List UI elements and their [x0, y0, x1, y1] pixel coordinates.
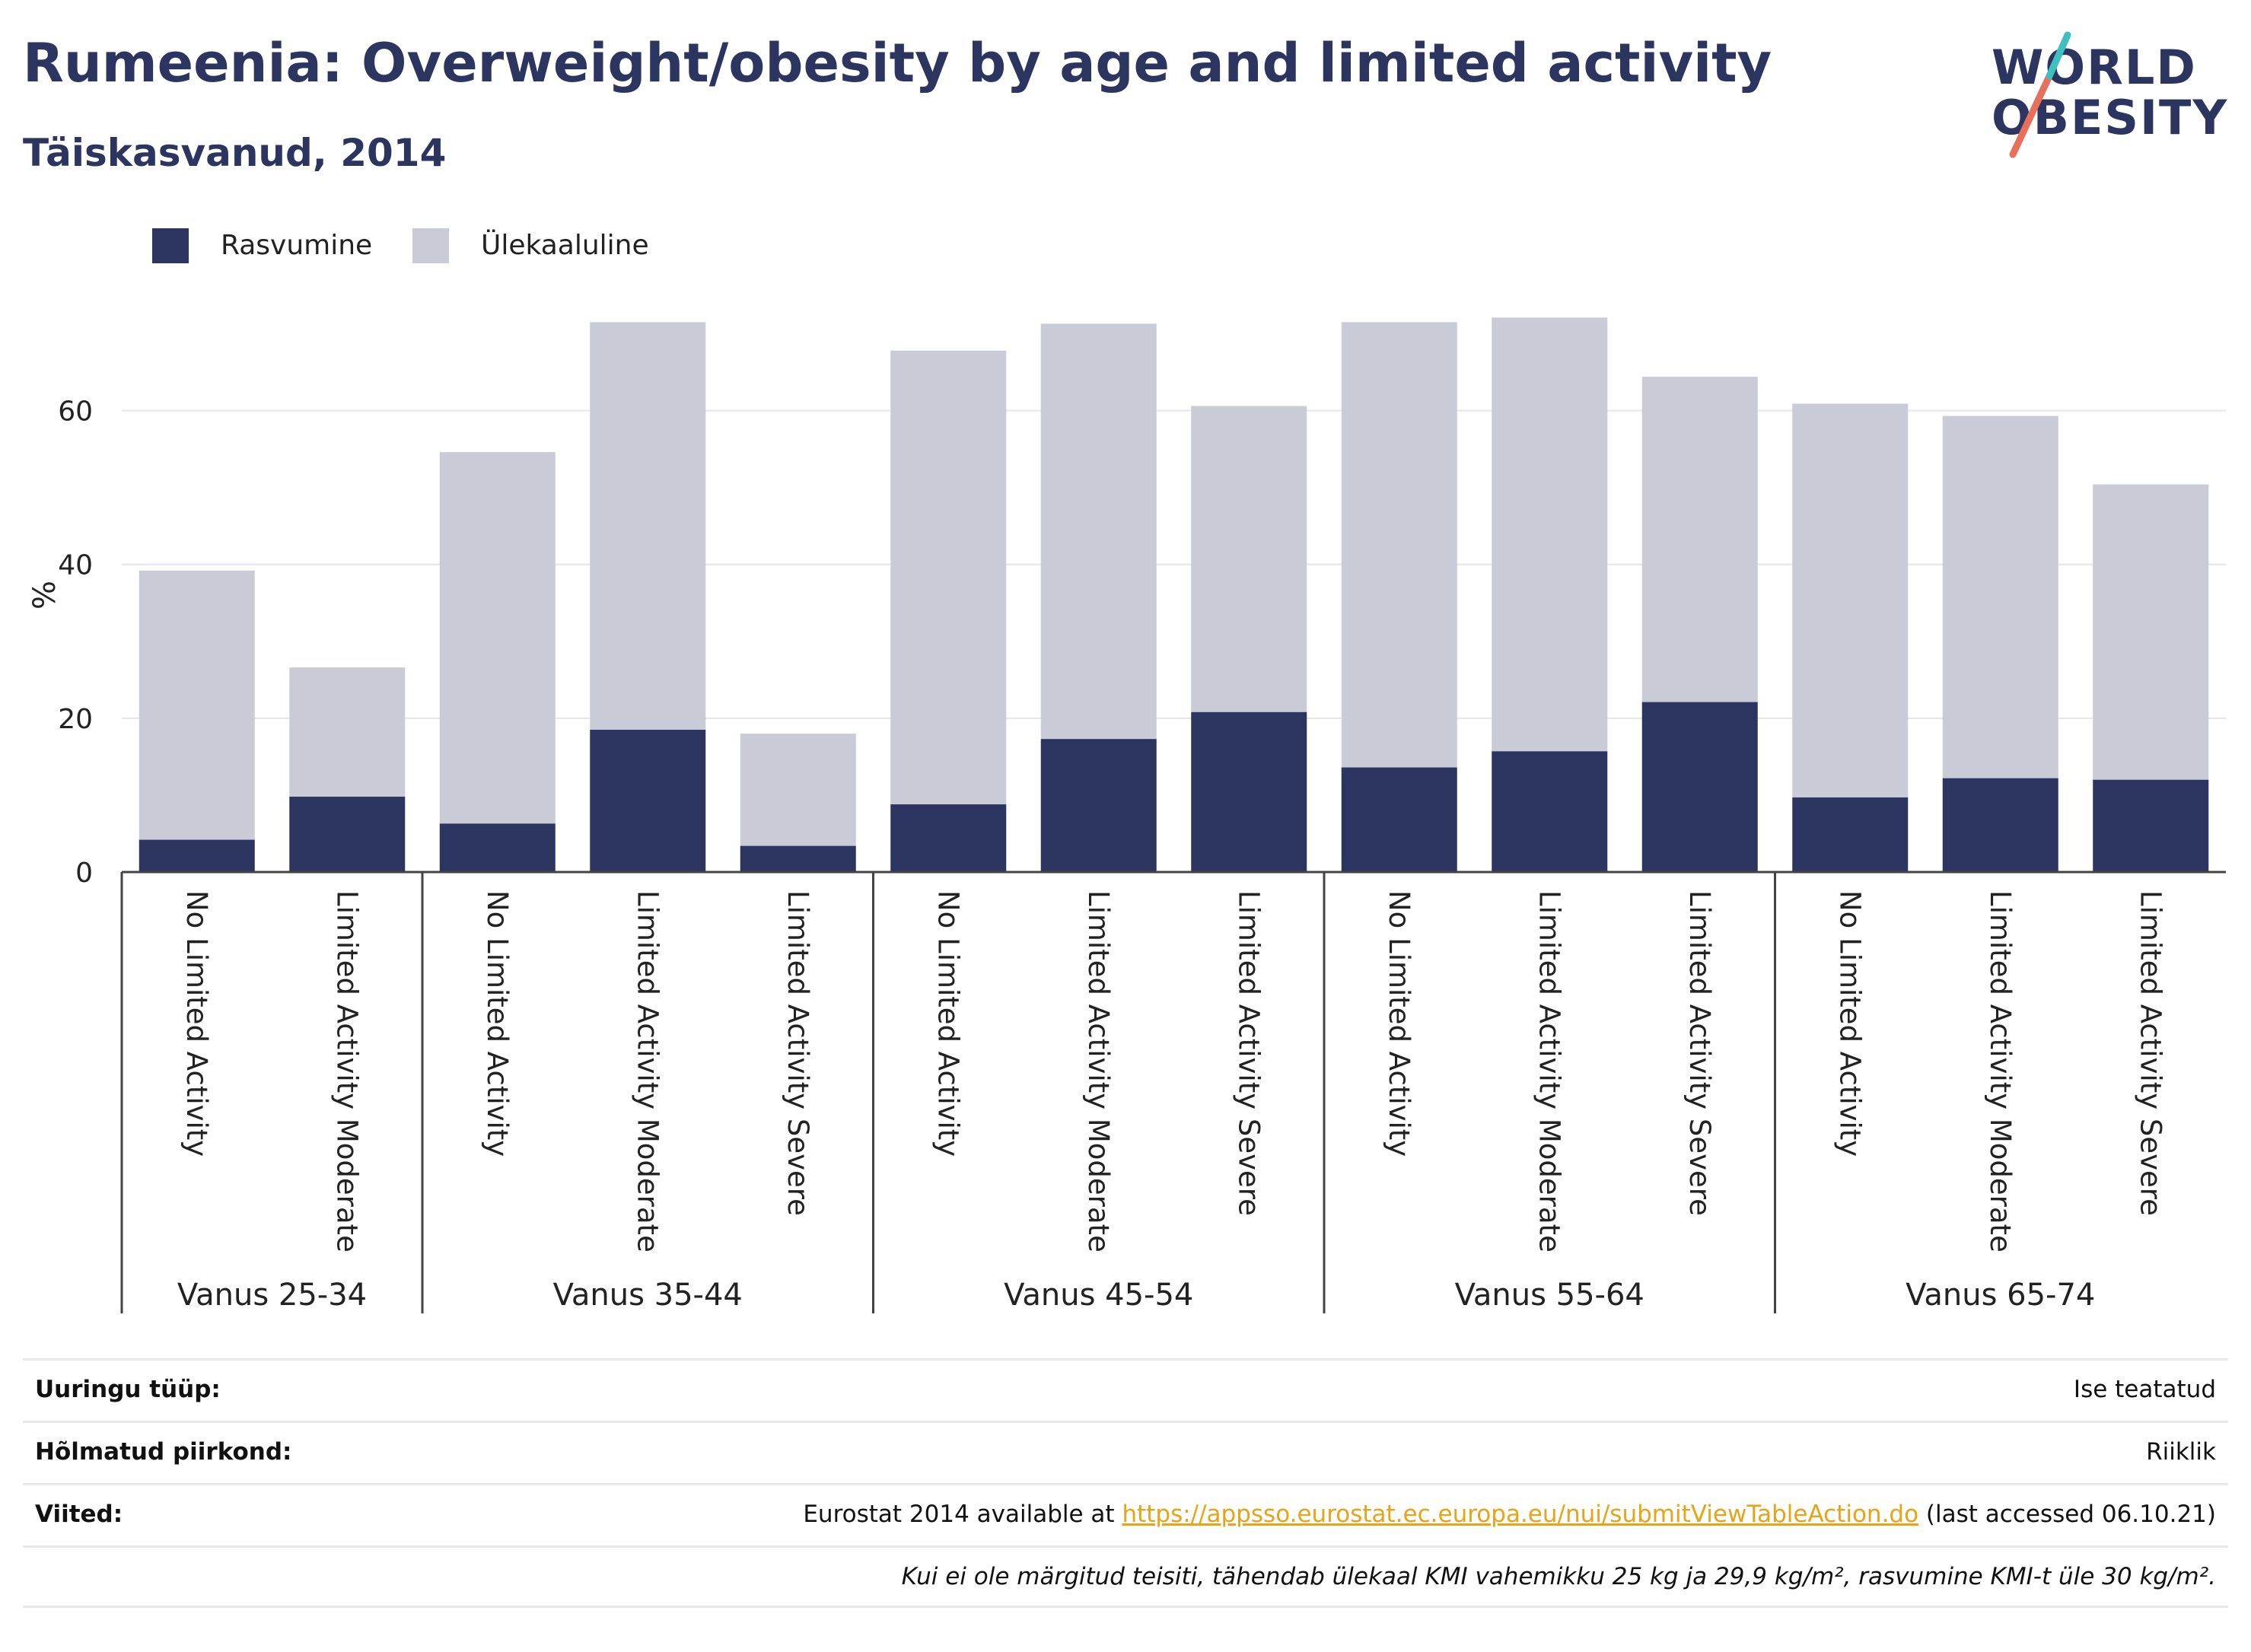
bar-overweight — [1641, 377, 1758, 702]
chart-title: Rumeenia: Overweight/obesity by age and … — [23, 32, 1772, 94]
bar-overweight — [1191, 406, 1307, 712]
bar-overweight — [2093, 484, 2209, 780]
x-tick-label: Limited Activity Severe — [1232, 890, 1265, 1216]
bar-obesity — [890, 804, 1007, 872]
y-tick-label: 0 — [75, 858, 93, 889]
legend-label-ulekaaluline: Ülekaaluline — [481, 230, 649, 261]
bar-overweight — [439, 452, 556, 824]
x-tick-label: Limited Activity Moderate — [1984, 890, 2017, 1253]
x-tick-label: Limited Activity Severe — [782, 890, 814, 1216]
legend-swatch-rasvumine — [152, 228, 189, 263]
bar-obesity — [740, 845, 856, 872]
bar-overweight — [590, 322, 706, 731]
y-tick-label: 40 — [58, 550, 93, 581]
chart-subtitle: Täiskasvanud, 2014 — [23, 131, 447, 175]
x-tick-label: Limited Activity Moderate — [1082, 890, 1115, 1253]
bar-obesity — [289, 796, 406, 872]
region-value: Riiklik — [2146, 1438, 2216, 1466]
bar-overweight — [1792, 403, 1909, 797]
info-row-survey-type: Uuringu tüüp: Ise teatatud — [23, 1358, 2228, 1421]
references-suffix: (last accessed 06.10.21) — [1918, 1501, 2216, 1528]
info-row-references: Viited: Eurostat 2014 available at https… — [23, 1483, 2228, 1545]
references-label: Viited: — [35, 1501, 123, 1528]
x-tick-label: No Limited Activity — [180, 890, 213, 1157]
bar-overweight — [1942, 415, 2058, 778]
bar-obesity — [2093, 779, 2209, 872]
bar-obesity — [439, 823, 556, 872]
bar-obesity — [138, 839, 255, 872]
logo-slash-icon — [2009, 31, 2071, 158]
bar-chart: 0 20 40 60% No Limited Activity Limited Activ… — [27, 317, 2226, 1313]
x-tick-label: Limited Activity Moderate — [1533, 890, 1565, 1253]
bar-obesity — [590, 730, 706, 872]
x-tick-label: Limited Activity Severe — [2134, 890, 2167, 1216]
x-tick-label: Limited Activity Severe — [1683, 890, 1716, 1216]
legend-swatch-ulekaaluline — [412, 228, 449, 263]
bar-obesity — [1341, 767, 1457, 872]
bar-overweight — [1492, 317, 1608, 752]
region-label: Hõlmatud piirkond: — [35, 1438, 292, 1466]
x-tick-label: Limited Activity Moderate — [330, 890, 363, 1253]
survey-type-label: Uuringu tüüp: — [35, 1376, 221, 1403]
bar-obesity — [1191, 711, 1307, 872]
references-value: Eurostat 2014 available at https://appss… — [803, 1501, 2216, 1528]
survey-type-value: Ise teatatud — [2073, 1376, 2216, 1403]
references-prefix: Eurostat 2014 available at — [803, 1501, 1122, 1528]
x-tick-label: Limited Activity Moderate — [631, 890, 664, 1253]
legend-label-rasvumine: Rasvumine — [221, 230, 373, 261]
bar-obesity — [1040, 739, 1157, 872]
definition-note: Kui ei ole märgitud teisiti, tähendab ül… — [901, 1563, 2216, 1590]
bar-obesity — [1492, 751, 1608, 872]
bar-obesity — [1641, 702, 1758, 872]
bar-overweight — [1341, 322, 1457, 768]
info-table: Uuringu tüüp: Ise teatatud Hõlmatud piir… — [23, 1358, 2228, 1608]
x-tick-label: No Limited Activity — [1833, 890, 1866, 1157]
group-label: Vanus 35-44 — [553, 1278, 743, 1313]
group-label: Vanus 45-54 — [1004, 1278, 1193, 1313]
bar-overweight — [289, 667, 406, 797]
y-axis-label: % — [27, 581, 62, 610]
x-tick-label: No Limited Activity — [1383, 890, 1415, 1157]
bar-obesity — [1792, 797, 1909, 872]
logo-text-world: WORLD — [1992, 40, 2197, 95]
x-tick-label: No Limited Activity — [481, 890, 514, 1157]
y-tick-label: 60 — [58, 396, 93, 428]
bar-obesity — [1942, 778, 2058, 872]
info-row-region: Hõlmatud piirkond: Riiklik — [23, 1421, 2228, 1483]
group-label: Vanus 65-74 — [1906, 1278, 2095, 1313]
references-link[interactable]: https://appsso.eurostat.ec.europa.eu/nui… — [1122, 1501, 1919, 1528]
bar-overweight — [890, 350, 1007, 805]
world-obesity-logo: WORLD OBESITY — [1982, 29, 2233, 158]
bar-overweight — [1040, 323, 1157, 740]
info-row-note: Kui ei ole märgitud teisiti, tähendab ül… — [23, 1545, 2228, 1608]
group-label: Vanus 25-34 — [177, 1278, 367, 1313]
bar-overweight — [138, 570, 255, 840]
x-tick-label: No Limited Activity — [931, 890, 964, 1157]
bar-overweight — [740, 734, 856, 846]
y-tick-label: 20 — [58, 704, 93, 735]
group-label: Vanus 55-64 — [1455, 1278, 1644, 1313]
